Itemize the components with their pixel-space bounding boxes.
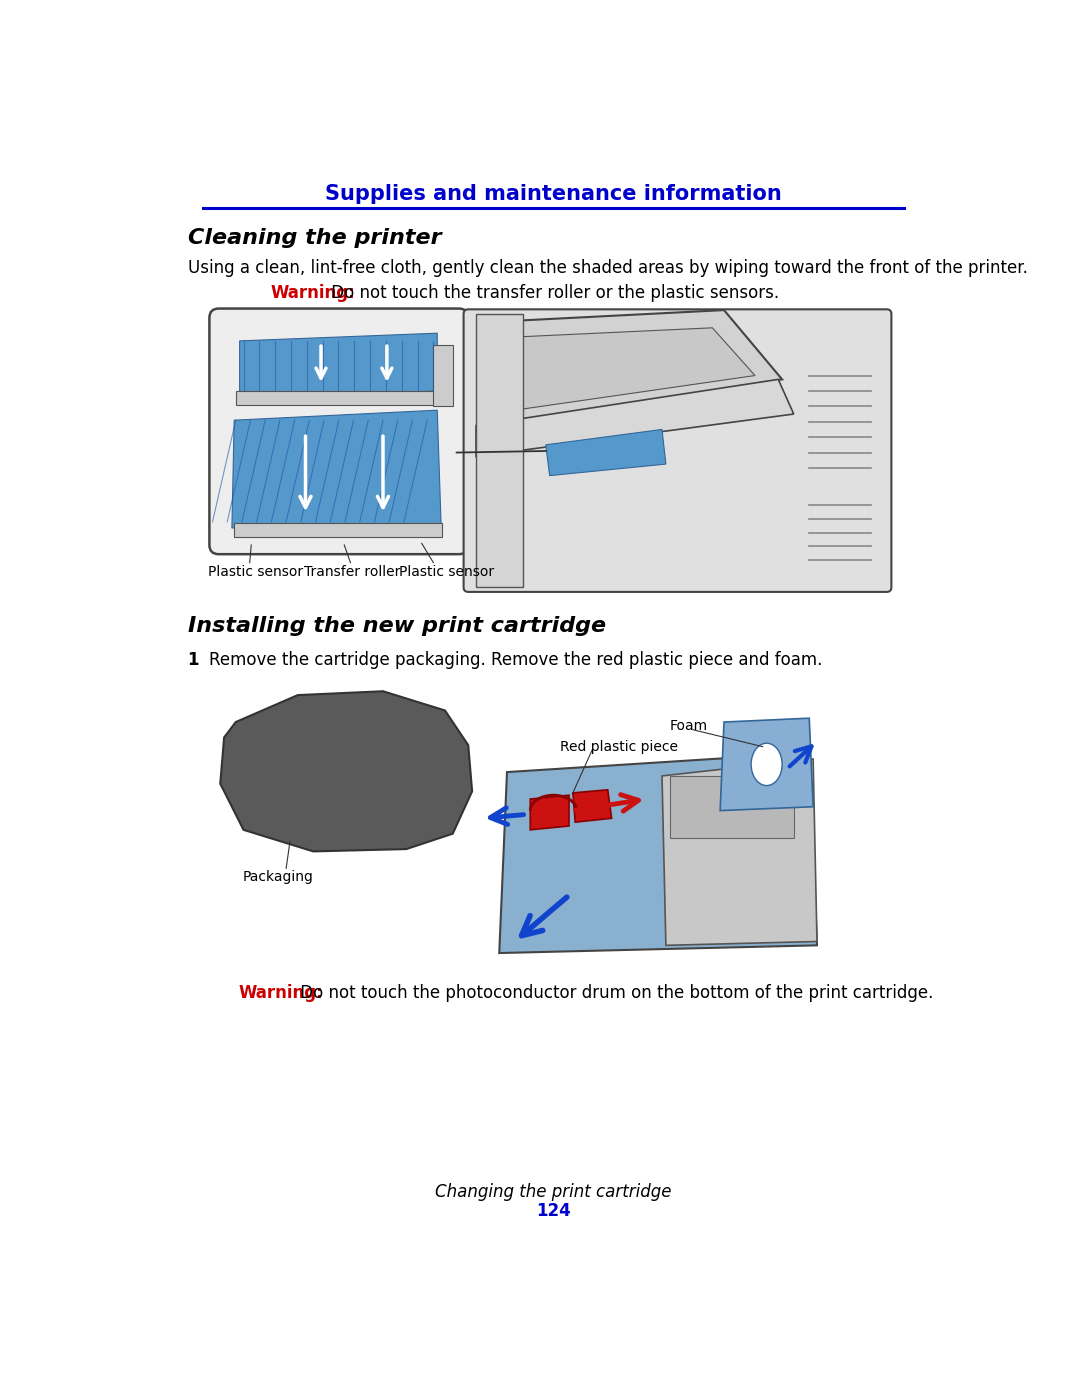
Bar [235,391,441,405]
Text: Remove the cartridge packaging. Remove the red plastic piece and foam.: Remove the cartridge packaging. Remove t… [208,651,822,669]
Polygon shape [496,310,782,426]
Text: Do not touch the transfer roller or the plastic sensors.: Do not touch the transfer roller or the … [326,284,780,302]
Polygon shape [232,411,441,528]
Polygon shape [530,795,569,830]
Polygon shape [476,380,794,457]
Text: Installing the new print cartridge: Installing the new print cartridge [188,616,606,636]
Polygon shape [720,718,813,810]
Polygon shape [662,759,816,946]
Text: 124: 124 [536,1201,571,1220]
Text: Do not touch the photoconductor drum on the bottom of the print cartridge.: Do not touch the photoconductor drum on … [295,983,933,1002]
Polygon shape [240,334,437,398]
Bar [433,345,453,407]
Text: Transfer roller: Transfer roller [303,564,401,578]
Text: 1: 1 [187,651,199,669]
Bar [670,775,794,838]
Text: Using a clean, lint-free cloth, gently clean the shaded areas by wiping toward t: Using a clean, lint-free cloth, gently c… [188,258,1027,277]
Polygon shape [499,753,816,953]
Polygon shape [572,789,611,823]
Text: Red plastic piece: Red plastic piece [559,739,678,753]
Text: Packaging: Packaging [243,870,314,884]
Text: Warning:: Warning: [239,983,324,1002]
Text: Changing the print cartridge: Changing the print cartridge [435,1183,672,1201]
Text: Cleaning the printer: Cleaning the printer [188,229,442,249]
FancyBboxPatch shape [210,309,469,555]
Text: Plastic sensor: Plastic sensor [399,564,495,578]
Text: Supplies and maintenance information: Supplies and maintenance information [325,184,782,204]
Text: Warning:: Warning: [271,284,355,302]
Polygon shape [220,692,472,851]
Text: Plastic sensor: Plastic sensor [207,564,302,578]
Text: Foam: Foam [670,719,707,733]
FancyBboxPatch shape [463,309,891,592]
Ellipse shape [751,743,782,785]
Polygon shape [545,429,666,475]
Polygon shape [515,328,755,411]
Bar [476,314,523,587]
Bar [234,524,442,538]
